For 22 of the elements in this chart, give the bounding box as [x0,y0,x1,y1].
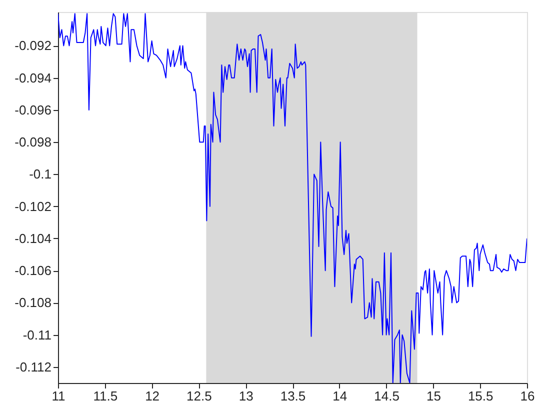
x-tick-label: 16 [520,388,535,404]
y-tick-label: -0.108 [14,295,52,310]
x-tick-label: 13 [238,388,254,404]
y-tick-label: -0.1 [29,166,52,182]
y-tick-label: -0.106 [14,263,52,278]
y-tick-label: -0.112 [16,359,52,374]
y-tick-label: -0.096 [14,102,52,118]
x-tick-label: 14 [332,388,348,404]
x-tick-label: 11.5 [93,388,118,404]
y-tick-label: -0.11 [22,327,52,342]
x-tick-label: 12.5 [186,388,212,404]
y-tick-label: -0.094 [14,70,52,86]
x-tick-label: 15 [426,388,441,404]
x-tick-label: 13.5 [280,388,306,404]
x-tick-label: 12 [145,388,160,404]
y-tick-label: -0.098 [14,134,52,150]
y-tick-label: -0.102 [14,198,52,214]
x-tick-label: 11 [52,388,66,404]
y-tick-label: -0.092 [14,38,52,54]
x-tick-label: 14.5 [374,388,400,404]
x-tick-label: 15.5 [468,388,494,404]
y-tick-label: -0.104 [14,230,52,246]
